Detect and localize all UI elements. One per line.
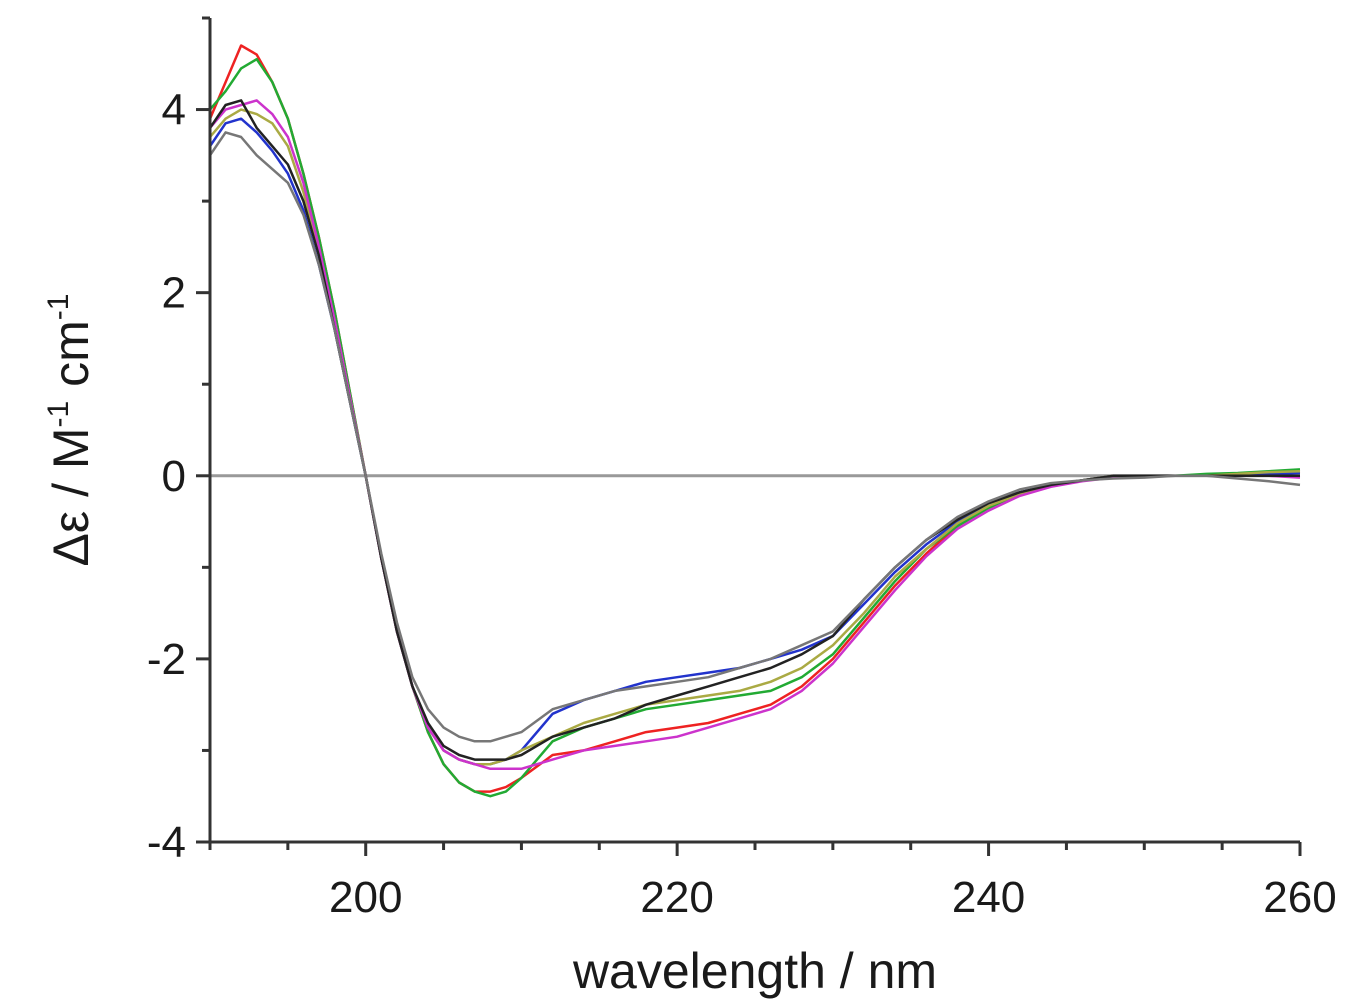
axes-layer <box>208 18 1300 844</box>
y-tick-label: 4 <box>162 86 186 135</box>
x-axis-label: wavelength / nm <box>572 943 937 999</box>
y-tick-label: 2 <box>162 269 186 318</box>
series-line-4 <box>209 108 1301 766</box>
y-tick-label: 0 <box>162 452 186 501</box>
y-tick-label: -4 <box>147 818 186 867</box>
series-line-1 <box>208 44 1301 793</box>
x-tick-label: 240 <box>952 873 1025 922</box>
series-layer <box>208 44 1301 798</box>
series-line-3 <box>208 117 1301 766</box>
y-axis-label: Δε / M-1 cm-1 <box>42 294 99 567</box>
y-axis-label-unit: cm <box>43 320 99 401</box>
series-line-6 <box>208 99 1300 761</box>
x-tick-label: 260 <box>1263 873 1336 922</box>
y-tick-label: -2 <box>147 635 186 684</box>
y-axis-label-sup1: -1 <box>42 401 75 428</box>
series-line-5 <box>209 99 1301 771</box>
y-axis-label-main: Δε / M <box>43 427 99 566</box>
x-tick-label: 200 <box>329 873 402 922</box>
ticks-layer: 200 220 240 260 4 2 0 -2 -4 <box>147 16 1337 922</box>
x-tick-label: 220 <box>640 873 713 922</box>
series-line-7 <box>208 131 1301 743</box>
y-axis-label-sup2: -1 <box>42 294 75 321</box>
